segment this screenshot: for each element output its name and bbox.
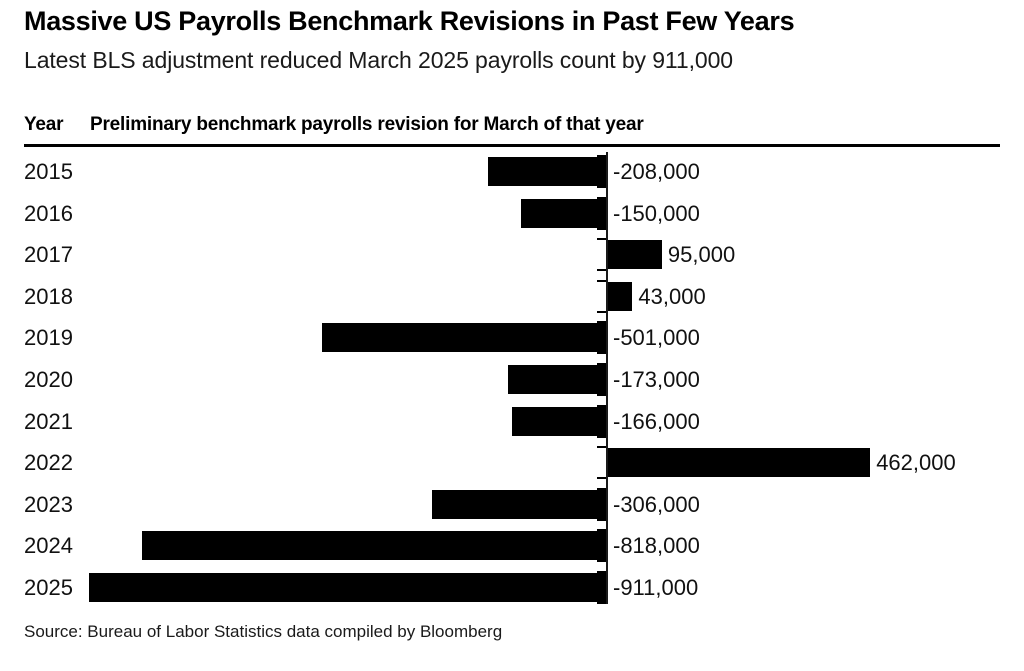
bar-2018	[608, 281, 633, 311]
value-label: -501,000	[613, 325, 700, 351]
bar-2022	[608, 448, 871, 478]
chart-row: 2018 43,000	[24, 275, 1000, 317]
axis-tick-bracket	[597, 529, 606, 563]
year-label: 2020	[24, 367, 73, 392]
axis-tick-bracket	[597, 196, 606, 230]
bar-2019	[321, 323, 606, 353]
year-column-header: Year	[24, 114, 64, 135]
year-label: 2016	[24, 200, 73, 226]
axis-tick-bracket	[597, 155, 606, 188]
axis-tick-bracket	[597, 238, 606, 272]
year-label: 2015	[24, 159, 73, 184]
axis-tick-bracket	[597, 571, 606, 604]
year-label: 2017	[24, 242, 73, 268]
column-headers: Year Preliminary benchmark payrolls revi…	[24, 114, 1000, 136]
bar-2024	[141, 531, 606, 561]
axis-tick-bracket	[597, 321, 606, 355]
year-label: 2024	[24, 533, 73, 559]
bar-2021	[511, 406, 606, 436]
chart-row: 2015 -208,000	[24, 150, 1000, 192]
bar-2025	[89, 573, 606, 602]
chart-row: 2019 -501,000	[24, 316, 1000, 358]
value-label: -150,000	[613, 200, 700, 226]
source-note: Source: Bureau of Labor Statistics data …	[24, 622, 503, 641]
value-label: 462,000	[876, 450, 956, 476]
bar-chart: 2015 -208,000 2016 -150,000 2017 95,000 2018 43…	[24, 150, 1000, 608]
value-label: -306,000	[613, 491, 700, 517]
axis-tick-bracket	[597, 404, 606, 438]
bar-2015	[488, 157, 606, 186]
chart-row: 2025 -911,000	[24, 566, 1000, 608]
value-label: 95,000	[667, 242, 736, 268]
chart-row: 2022 462,000	[24, 441, 1000, 483]
chart-row: 2017 95,000	[24, 233, 1000, 275]
chart-row: 2021 -166,000	[24, 400, 1000, 442]
year-label: 2019	[24, 325, 73, 351]
axis-tick-bracket	[597, 446, 606, 480]
chart-row: 2023 -306,000	[24, 483, 1000, 525]
value-label: -173,000	[613, 367, 700, 392]
value-label: -166,000	[613, 408, 700, 434]
chart-row: 2024 -818,000	[24, 524, 1000, 566]
value-label: 43,000	[638, 283, 706, 309]
year-label: 2021	[24, 408, 73, 434]
chart-row: 2016 -150,000	[24, 192, 1000, 234]
axis-tick-bracket	[597, 487, 606, 521]
bar-2020	[507, 365, 606, 394]
year-label: 2022	[24, 450, 73, 476]
value-label: -818,000	[613, 533, 700, 559]
chart-subtitle: Latest BLS adjustment reduced March 2025…	[24, 47, 733, 73]
year-label: 2025	[24, 575, 73, 600]
axis-tick-bracket	[597, 363, 606, 396]
bar-2023	[432, 489, 606, 519]
year-label: 2018	[24, 283, 73, 309]
chart-title: Massive US Payrolls Benchmark Revisions …	[24, 6, 795, 36]
year-label: 2023	[24, 491, 73, 517]
axis-tick-bracket	[597, 279, 606, 313]
value-label: -911,000	[613, 575, 699, 600]
zero-axis-line	[606, 152, 608, 604]
value-label: -208,000	[613, 159, 700, 184]
value-column-header: Preliminary benchmark payrolls revision …	[90, 114, 644, 135]
bar-2016	[520, 198, 606, 228]
header-rule	[24, 144, 1000, 147]
chart-row: 2020 -173,000	[24, 358, 1000, 400]
bar-2017	[608, 240, 662, 270]
